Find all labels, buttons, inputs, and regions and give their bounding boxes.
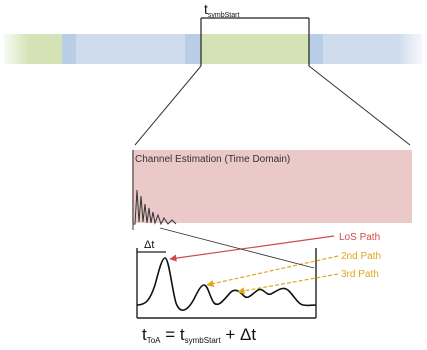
channel-estimation-title: Channel Estimation (Time Domain) [135, 154, 290, 165]
third-path-label: 3rd Path [341, 269, 379, 280]
symbol-band [4, 34, 423, 64]
los-path-label: LoS Path [339, 232, 380, 243]
second-path-arrow [206, 255, 339, 288]
symbol-bracket [200, 17, 310, 66]
toa-formula: tToA = tsymbStart + Δt [142, 325, 256, 345]
correlation-waveform [136, 257, 317, 311]
waveform-frame [136, 248, 317, 319]
t-symbstart-label: tsymbStart [204, 1, 239, 19]
delta-t-label: Δt [144, 239, 154, 251]
zoom-diagonal-lower [159, 227, 315, 269]
second-path-label: 2nd Path [341, 251, 381, 262]
third-path-arrow [237, 273, 339, 295]
channel-impulse-response [133, 189, 177, 226]
los-path-arrow [169, 235, 335, 262]
zoom-lines [134, 65, 411, 146]
channel-estimation-box [132, 150, 412, 223]
